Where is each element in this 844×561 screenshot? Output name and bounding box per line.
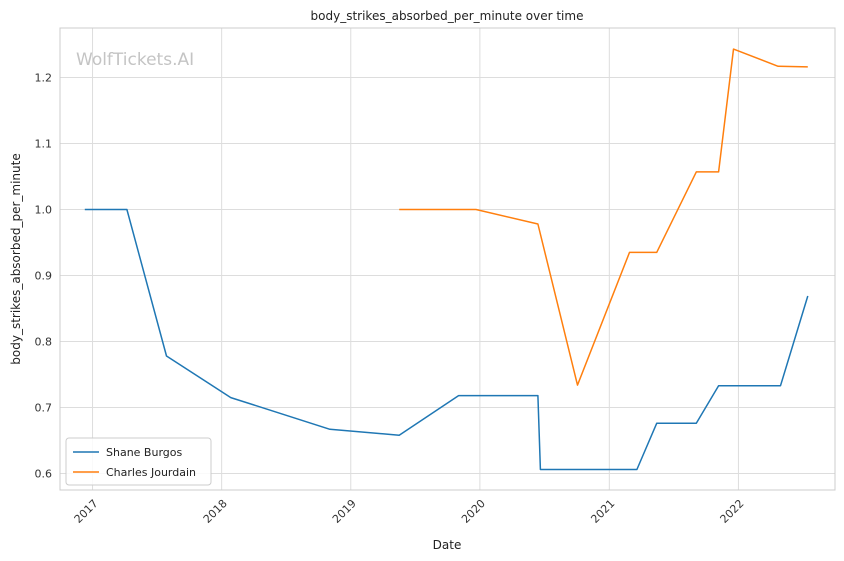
y-tick-label: 0.8 xyxy=(35,336,53,349)
plot-frame xyxy=(59,27,836,491)
y-tick-labels: 0.6 0.7 0.8 0.9 1.0 1.1 1.2 xyxy=(35,72,53,481)
legend-box xyxy=(65,437,212,486)
y-tick-label: 1.0 xyxy=(35,204,53,217)
watermark: WolfTickets.AI xyxy=(76,50,194,70)
y-tick-label: 0.6 xyxy=(35,468,53,481)
legend-label-charles-jourdain: Charles Jourdain xyxy=(106,466,196,479)
series-layer xyxy=(84,48,809,471)
series-line-shane-burgos xyxy=(84,208,809,471)
y-tick-label: 0.9 xyxy=(35,270,53,283)
y-tick-label: 1.2 xyxy=(35,72,53,85)
x-axis-label: Date xyxy=(433,538,462,552)
y-tick-label: 0.7 xyxy=(35,402,53,415)
legend-label-shane-burgos: Shane Burgos xyxy=(106,446,182,459)
chart-title: body_strikes_absorbed_per_minute over ti… xyxy=(311,9,584,23)
legend: Shane Burgos Charles Jourdain xyxy=(65,437,212,486)
y-tick-label: 1.1 xyxy=(35,138,53,151)
y-axis-label: body_strikes_absorbed_per_minute xyxy=(9,153,23,364)
series-line-charles-jourdain xyxy=(399,48,808,386)
